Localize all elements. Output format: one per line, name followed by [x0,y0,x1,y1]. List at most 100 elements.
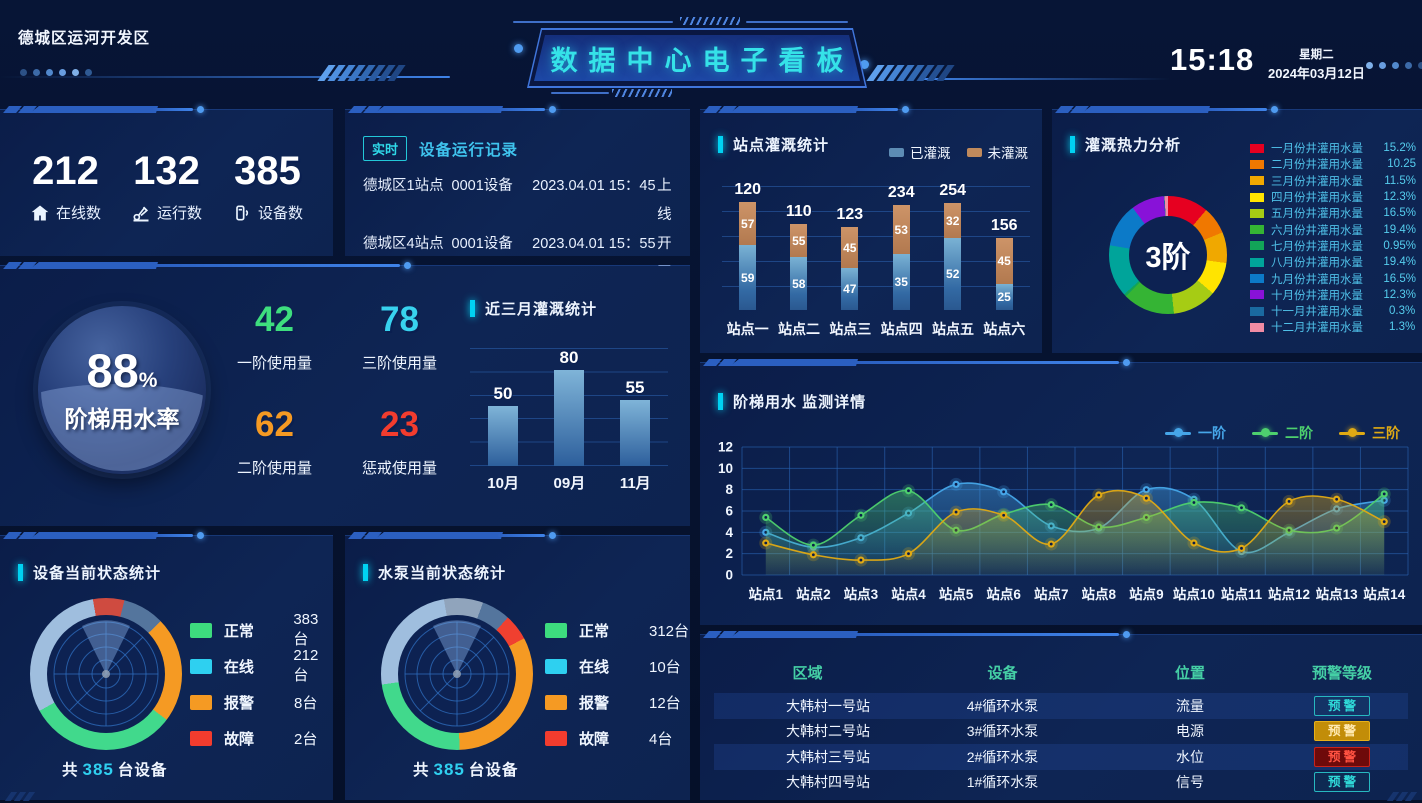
alert-badge[interactable]: 预警 [1314,746,1370,767]
panel-top-decoration [345,106,690,118]
title-deco-line-bl [551,92,609,94]
heat-legend-item[interactable]: 十月份井灌用水量 12.3% [1250,287,1416,303]
line-chart-legend: 一阶 二阶 三阶 [1165,423,1400,443]
status-legend-item-正常[interactable]: 正常 383台 [190,611,333,648]
stacked-bar-column[interactable]: 110 55 58 [786,203,812,310]
heat-legend-item[interactable]: 十二月井灌用水量 1.3% [1250,319,1416,335]
table-row[interactable]: 大韩村一号站 4#循环水泵 流量 预警 [714,693,1408,719]
legend-value: 2台 [294,730,318,748]
stacked-bar-column[interactable]: 123 45 47 [836,206,863,310]
legend-swatch [545,694,567,710]
dot [1405,62,1412,69]
record-t: 2023.04.01 15：55 [532,236,656,252]
legend-item-未灌溉[interactable]: 未灌溉 [966,142,1028,162]
data-point-center [907,489,910,493]
mini-bar-column[interactable]: 55 [620,378,650,466]
heat-legend-item[interactable]: 十一月井灌用水量 0.3% [1250,303,1416,319]
legend-label: 十二月井灌用水量 [1271,322,1363,335]
panel-step-water-monitor: 阶梯用水 监测详情 一阶 二阶 三阶 0 2 4 6 8 10 12 站点1 站点2 站点3 站点4 站点… [700,359,1422,625]
bar-total-label: 234 [887,184,915,201]
mini-bars: 50 80 55 [470,330,668,466]
stacked-bar: 45 25 [995,238,1013,310]
device-status-radar-chart [30,598,182,750]
legend-dot [1174,428,1183,437]
segment-not-irrigated: 32 [944,203,962,238]
stacked-bar-column[interactable]: 254 32 52 [939,182,966,310]
status-legend-item-故障[interactable]: 故障 2台 [190,720,333,756]
status-legend-item-在线[interactable]: 在线 212台 [190,647,333,684]
device-total: 共 385 台设备 [62,760,168,779]
alerts-table: 区域 设备 位置 预警等级 大韩村一号站 4#循环水泵 流量 预警 大韩村二号站 3#循环水泵电… [714,659,1408,795]
heat-legend-item[interactable]: 六月份井灌用水量 19.4% [1250,221,1416,237]
stat-value: 132 [133,149,200,193]
stat-label-text: 在线数 [55,205,101,222]
legend-value: 15.2% [1383,142,1416,155]
legend-swatch [1250,192,1264,202]
heat-legend-item[interactable]: 三月份井灌用水量 11.5% [1250,173,1416,189]
status-legend-item-正常[interactable]: 正常 312台 [545,612,689,648]
x-axis-label: 11月 [619,475,651,492]
cell-level: 预警 [1276,746,1408,767]
legend-swatch [1250,208,1264,218]
x-axis-label: 站点一 [726,321,769,337]
bar-total-label: 123 [836,206,864,223]
legend-item-已灌溉[interactable]: 已灌溉 [889,142,951,162]
panel-device-status: 设备当前状态统计 正常 383台 在线 212台 报警 8台 故障 2台 共 385 台设备 [0,532,333,800]
table-row[interactable]: 大韩村二号站 3#循环水泵 电源 预警 [714,719,1408,745]
pump-status-title: 水泵当前状态统计 [363,562,506,583]
segment-irrigated: 35 [892,254,910,310]
home-icon [30,203,50,223]
metric-三阶使用量: 78 三阶使用量 [337,292,462,397]
alert-badge[interactable]: 预警 [1314,772,1370,793]
dot [59,69,66,76]
header-stripes-right [866,65,955,81]
usage-metrics: 42 一阶使用量 78 三阶使用量 62 二阶使用量 23 惩戒使用量 [212,292,462,502]
legend-label: 十月份井灌用水量 [1271,289,1363,302]
legend-item-一阶[interactable]: 一阶 [1165,423,1226,443]
legend-swatch [1250,322,1264,332]
legend-value: 10.25 [1387,158,1416,171]
mini-bar-column[interactable]: 50 [488,384,518,466]
title-deco-dot-right [860,60,869,69]
legend-value: 11.5% [1384,174,1416,187]
legend-item-二阶[interactable]: 二阶 [1252,423,1313,443]
status-legend-item-报警[interactable]: 报警 8台 [190,684,333,720]
weekday-label: 星期二 [1299,49,1334,61]
legend-dot [1348,428,1357,437]
metric-label: 一阶使用量 [236,355,312,372]
status-legend-item-报警[interactable]: 报警 12台 [545,684,689,720]
alert-badge[interactable]: 预警 [1314,721,1370,742]
status-legend-item-故障[interactable]: 故障 4台 [545,720,689,756]
pump-total: 共 385 台设备 [413,760,519,779]
heat-legend-item[interactable]: 七月份井灌用水量 0.95% [1250,238,1416,254]
gauge-clip [41,309,203,471]
recent-months-title: 近三月灌溉统计 [470,298,597,319]
status-legend-item-在线[interactable]: 在线 10台 [545,648,689,684]
data-point-center [859,513,863,517]
heat-legend-item[interactable]: 八月份井灌用水量 19.4% [1250,254,1416,270]
metric-label: 二阶使用量 [236,460,312,477]
heat-legend-item[interactable]: 五月份井灌用水量 16.5% [1250,205,1416,221]
heat-legend-item[interactable]: 四月份井灌用水量 12.3% [1250,189,1416,205]
panel-step-water-usage: 88% 阶梯用水率 42 一阶使用量 78 三阶使用量 62 二阶使用量 23 惩戒使用量 近… [0,262,690,526]
heat-legend-item[interactable]: 九月份井灌用水量 16.5% [1250,270,1416,286]
alert-badge[interactable]: 预警 [1314,695,1370,716]
stacked-bar-column[interactable]: 120 57 59 [734,181,761,310]
table-row[interactable]: 大韩村四号站 1#循环水泵 信号 预警 [714,770,1408,796]
table-row[interactable]: 大韩村三号站 2#循环水泵 水位 预警 [714,744,1408,770]
bar-total-label: 254 [939,182,967,199]
segment-irrigated: 47 [841,268,859,310]
legend-item-三阶[interactable]: 三阶 [1339,423,1400,443]
column-header: 位置 [1174,665,1205,682]
legend-swatch [190,730,212,746]
metric-惩戒使用量: 23 惩戒使用量 [337,397,462,502]
mini-bar-column[interactable]: 80 [554,348,584,466]
metric-一阶使用量: 42 一阶使用量 [212,292,337,397]
heat-legend-item[interactable]: 二月份井灌用水量 10.25 [1250,156,1416,172]
bar [488,406,518,466]
stacked-bar-column[interactable]: 156 45 25 [991,217,1018,310]
stacked-bar-column[interactable]: 234 53 35 [888,184,915,310]
heat-legend-item[interactable]: 一月份井灌用水量 15.2% [1250,140,1416,156]
title-text: 近三月灌溉统计 [485,301,598,318]
legend-value: 1.3% [1389,321,1416,334]
